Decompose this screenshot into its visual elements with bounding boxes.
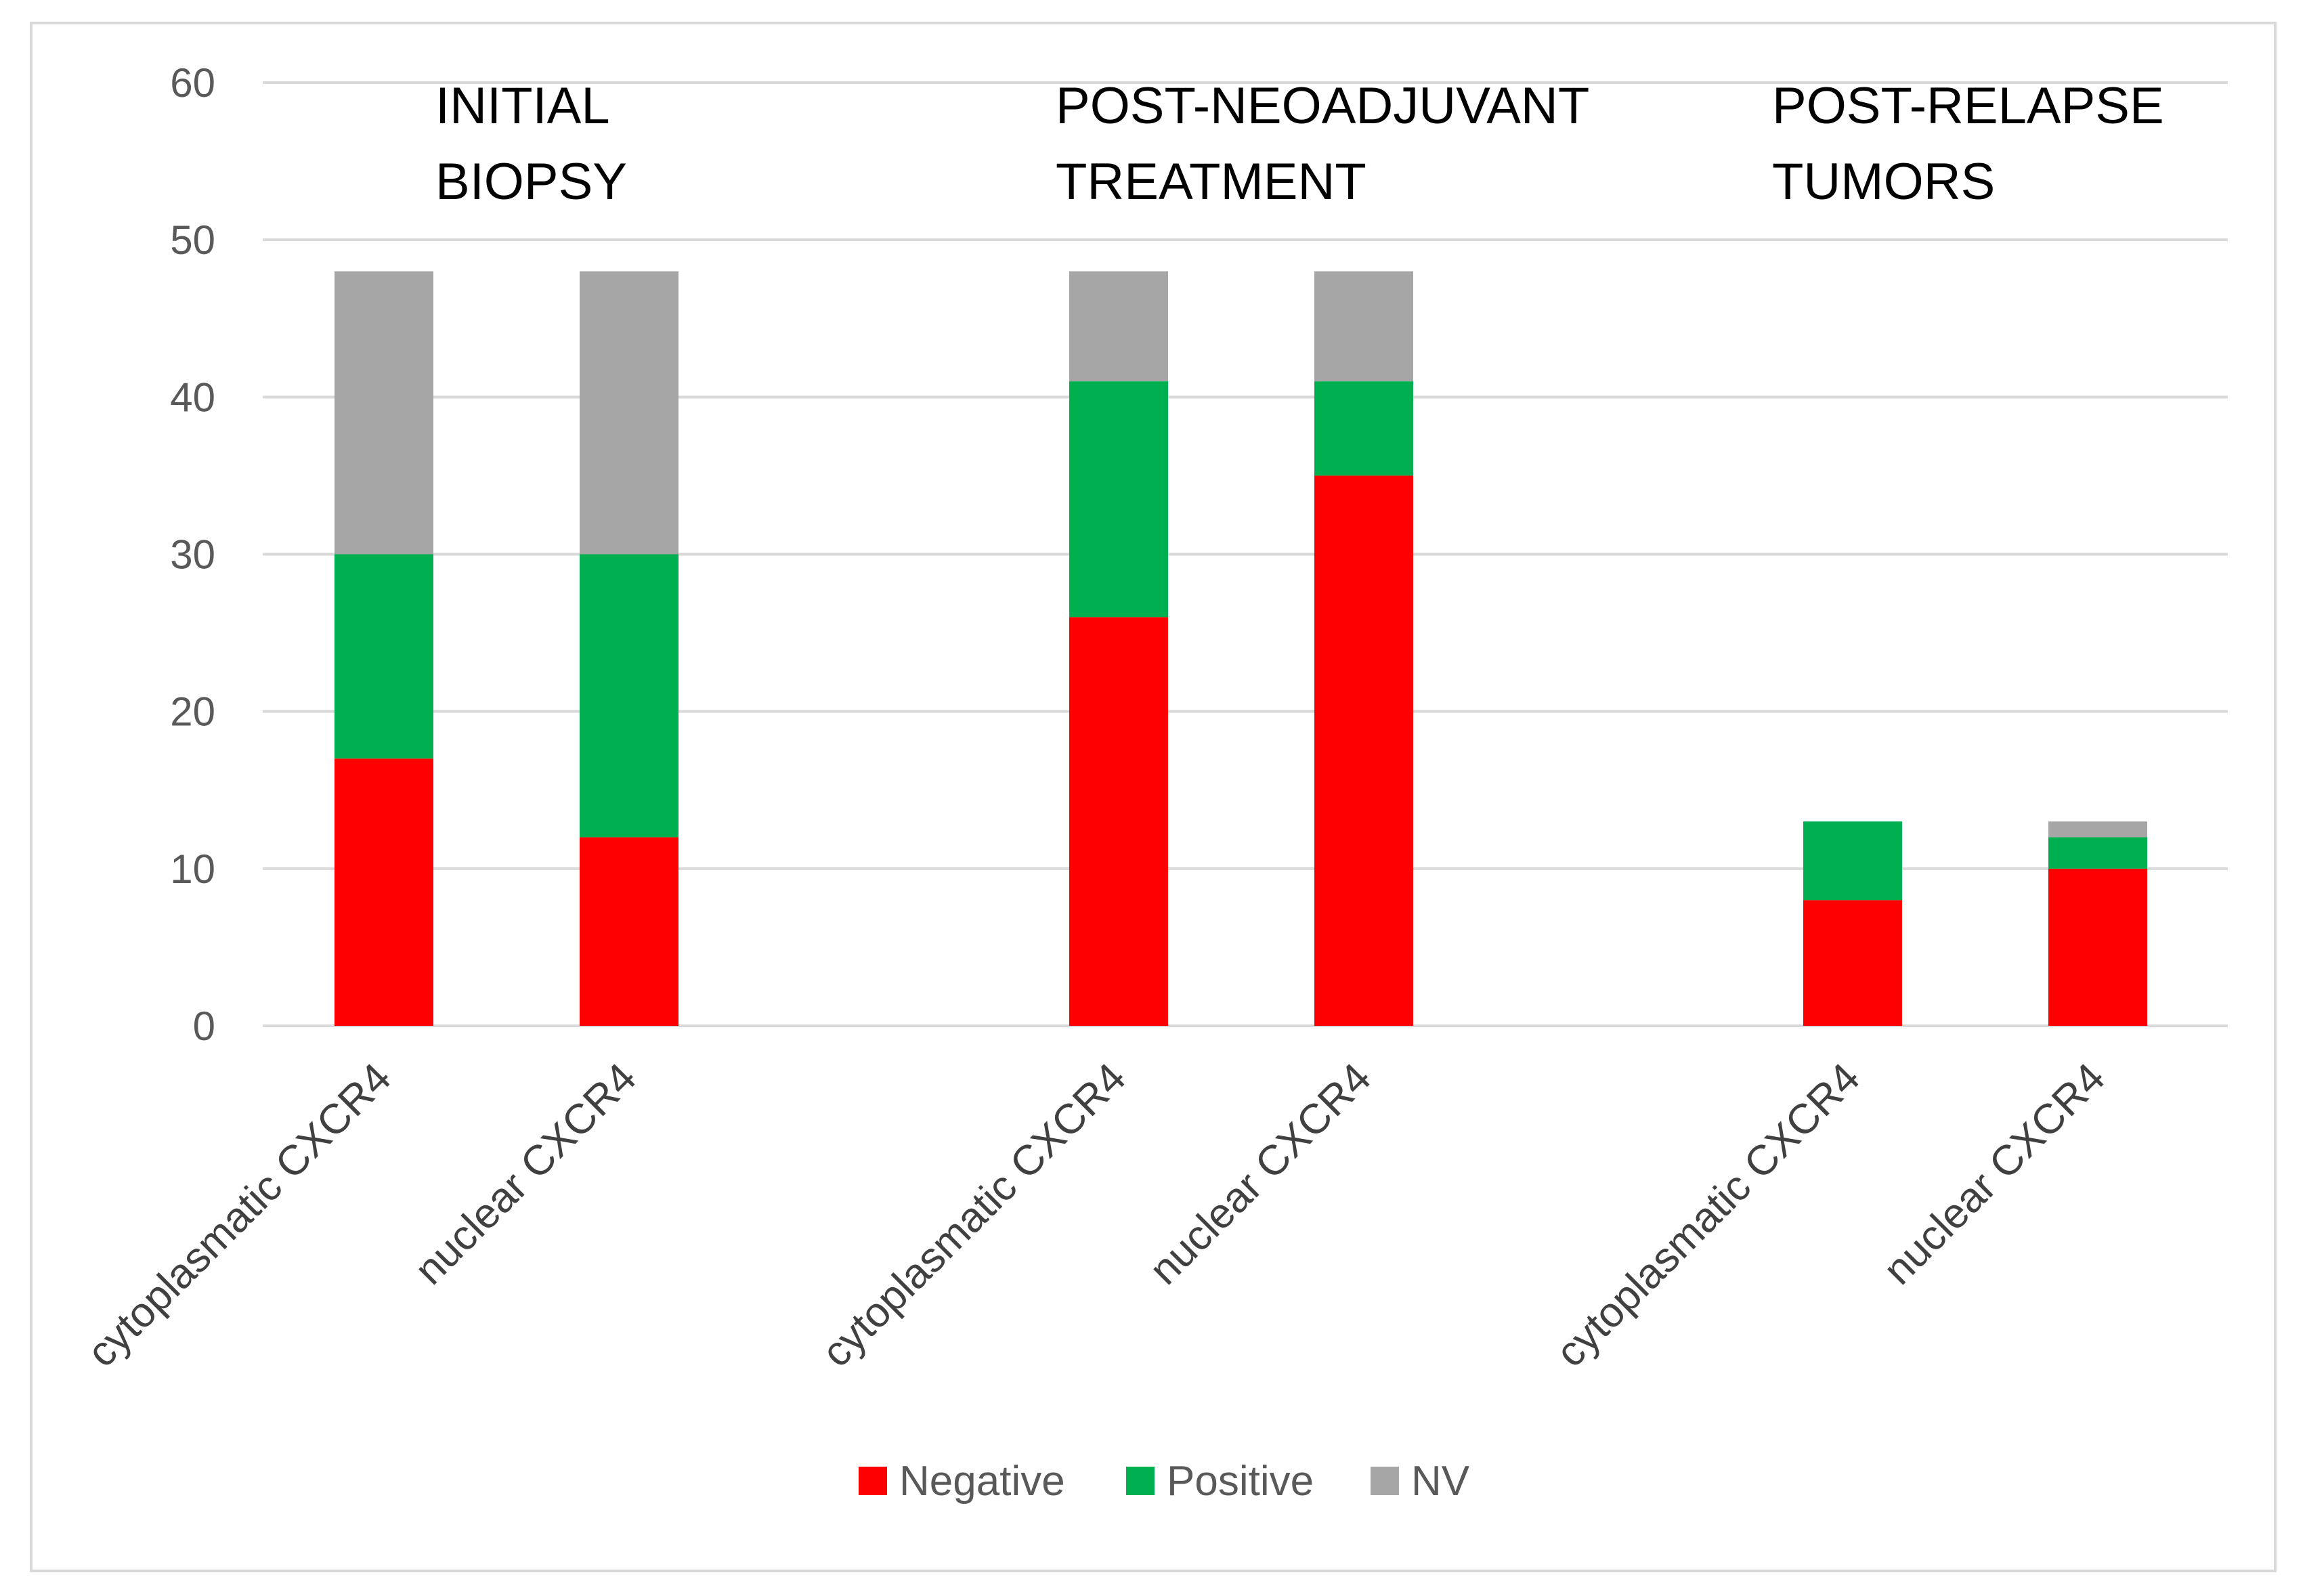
gridlines	[263, 81, 2228, 1027]
bar-negative-1	[580, 837, 678, 1026]
bar-positive-1	[580, 554, 678, 838]
bar-nv-0	[335, 271, 433, 555]
y-tick-label: 30	[170, 532, 215, 578]
y-tick-label: 50	[170, 217, 215, 263]
legend-swatch-positive	[1126, 1467, 1155, 1495]
category-label: cytoplasmatic CXCR4	[813, 1054, 1135, 1376]
category-label: cytoplasmatic CXCR4	[1547, 1054, 1869, 1376]
bar-negative-4	[1803, 900, 1902, 1026]
legend-label: NV	[1411, 1458, 1470, 1505]
group-label-line: BIOPSY	[435, 153, 627, 211]
legend-label: Positive	[1167, 1458, 1314, 1505]
bar-negative-5	[2048, 868, 2147, 1026]
group-label-line: INITIAL	[435, 77, 610, 135]
bar-nv-3	[1314, 271, 1413, 382]
y-tick-label: 0	[193, 1004, 215, 1049]
x-axis-category-labels: cytoplasmatic CXCR4 nuclear CXCR4 cytoplas…	[79, 1054, 2114, 1376]
bar-positive-2	[1069, 381, 1168, 618]
category-label: cytoplasmatic CXCR4	[79, 1054, 400, 1376]
group-label-line: POST-RELAPSE	[1772, 77, 2164, 135]
bar-negative-3	[1314, 475, 1413, 1026]
bar-negative-0	[335, 758, 433, 1026]
y-tick-label: 40	[170, 374, 215, 420]
bar-nv-1	[580, 271, 678, 555]
group-label-line: TREATMENT	[1056, 153, 1366, 211]
legend: Negative Positive NV	[859, 1458, 1470, 1505]
category-label: nuclear CXCR4	[1141, 1054, 1380, 1293]
group-label-line: POST-NEOADJUVANT	[1056, 77, 1589, 135]
bar-positive-4	[1803, 821, 1902, 901]
legend-swatch-nv	[1371, 1467, 1399, 1495]
y-tick-label: 20	[170, 689, 215, 735]
bar-positive-5	[2048, 837, 2147, 869]
bar-positive-3	[1314, 381, 1413, 476]
bar-positive-0	[335, 554, 433, 759]
bar-nv-5	[2048, 821, 2147, 838]
bar-nv-2	[1069, 271, 1168, 382]
legend-swatch-negative	[859, 1467, 887, 1495]
bar-negative-2	[1069, 617, 1168, 1026]
y-axis-ticks: 0 10 20 30 40 50 60	[170, 60, 215, 1049]
bars	[335, 271, 2147, 1026]
y-tick-label: 60	[170, 60, 215, 106]
legend-label: Negative	[899, 1458, 1065, 1505]
group-labels: INITIAL BIOPSY POST-NEOADJUVANT TREATMENT PO…	[435, 77, 2164, 211]
group-label-line: TUMORS	[1772, 153, 1995, 211]
category-label: nuclear CXCR4	[1875, 1054, 2114, 1293]
y-tick-label: 10	[170, 846, 215, 892]
category-label: nuclear CXCR4	[406, 1054, 645, 1293]
